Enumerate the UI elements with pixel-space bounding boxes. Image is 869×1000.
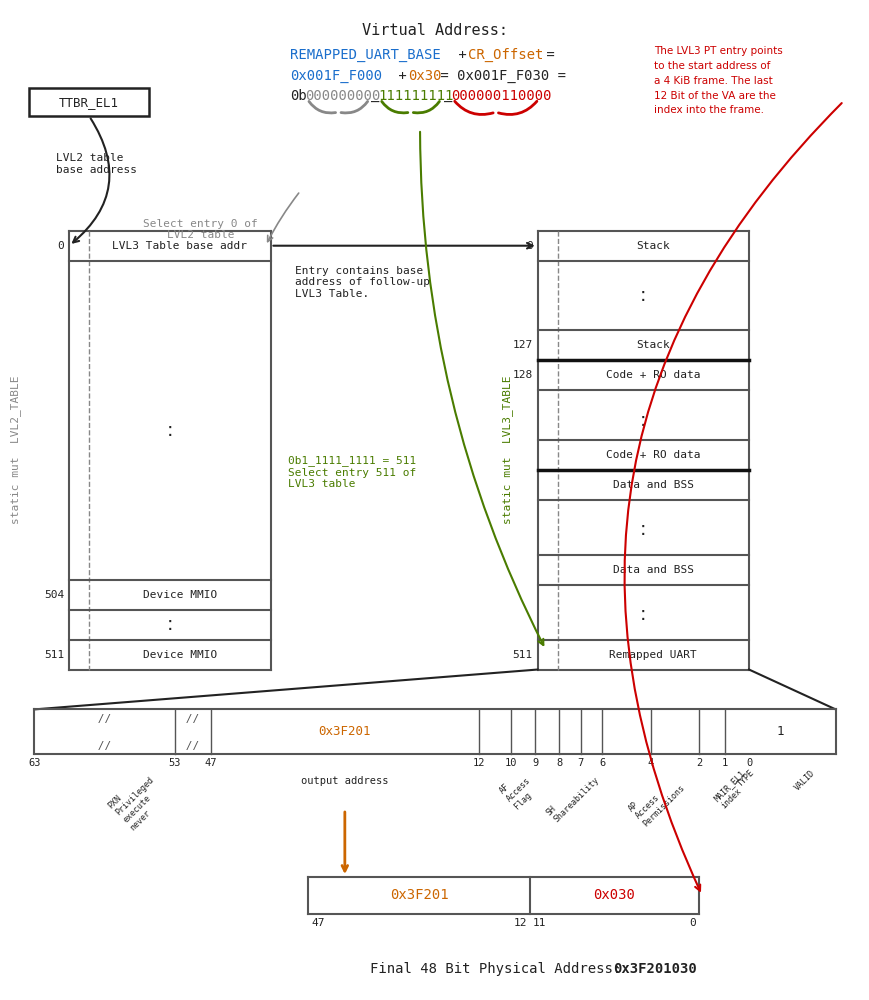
Text: static mut  LVL2_TABLE: static mut LVL2_TABLE (10, 376, 21, 524)
Text: 0x3F201: 0x3F201 (389, 888, 448, 902)
Text: 127: 127 (512, 340, 532, 350)
Text: SH
Shareability: SH Shareability (544, 768, 600, 824)
Text: 4: 4 (647, 758, 653, 768)
Text: Remapped UART: Remapped UART (608, 650, 696, 660)
Text: //: // (90, 741, 118, 751)
Text: Select entry 0 of
LVL2 table: Select entry 0 of LVL2 table (143, 219, 258, 240)
Text: 53: 53 (168, 758, 181, 768)
Text: The LVL3 PT entry points
to the start address of
a 4 KiB frame. The last
12 Bit : The LVL3 PT entry points to the start ad… (653, 46, 782, 115)
Text: 511: 511 (512, 650, 532, 660)
Text: 47: 47 (204, 758, 216, 768)
Text: Stack: Stack (636, 241, 669, 251)
Text: 0: 0 (688, 918, 695, 928)
Text: _: _ (443, 89, 452, 103)
Text: 0x030: 0x030 (593, 888, 634, 902)
Text: static mut  LVL3_TABLE: static mut LVL3_TABLE (501, 376, 513, 524)
Text: Stack: Stack (636, 340, 669, 350)
Text: AP
Access
Permissions: AP Access Permissions (626, 768, 686, 828)
Text: :: : (640, 411, 646, 430)
Text: Data and BSS: Data and BSS (612, 565, 693, 575)
Text: 0: 0 (526, 241, 532, 251)
Text: Final 48 Bit Physical Address:: Final 48 Bit Physical Address: (370, 962, 638, 976)
Text: 504: 504 (44, 590, 64, 600)
Text: 6: 6 (599, 758, 605, 768)
Text: //: // (179, 714, 206, 724)
Text: 47: 47 (311, 918, 324, 928)
Text: REMAPPED_UART_BASE: REMAPPED_UART_BASE (290, 48, 441, 62)
Text: 000000110000: 000000110000 (450, 89, 551, 103)
Text: 000000000: 000000000 (305, 89, 381, 103)
Text: 0: 0 (57, 241, 64, 251)
Text: =: = (537, 48, 554, 62)
Text: output address: output address (301, 776, 388, 786)
Text: :: : (640, 605, 646, 624)
Text: Virtual Address:: Virtual Address: (362, 23, 507, 38)
Text: LVL2 table
base address: LVL2 table base address (56, 153, 137, 175)
Text: TYPE: TYPE (735, 768, 756, 789)
Text: = 0x001F_F030 =: = 0x001F_F030 = (432, 69, 566, 83)
Text: Data and BSS: Data and BSS (612, 480, 693, 490)
Text: Entry contains base
address of follow-up
LVL3 Table.: Entry contains base address of follow-up… (295, 266, 430, 299)
Text: 12: 12 (513, 918, 526, 928)
Text: //: // (179, 741, 206, 751)
Text: 0: 0 (746, 758, 753, 768)
Text: _: _ (371, 89, 379, 103)
Text: Code + RO data: Code + RO data (606, 450, 700, 460)
Text: 2: 2 (695, 758, 702, 768)
Text: Device MMIO: Device MMIO (143, 590, 216, 600)
Text: 0x3F201030: 0x3F201030 (613, 962, 696, 976)
Text: 11: 11 (532, 918, 546, 928)
Text: VALID: VALID (793, 768, 816, 792)
Text: 63: 63 (28, 758, 41, 768)
Text: +: + (389, 69, 415, 83)
Text: CR_Offset: CR_Offset (468, 48, 542, 62)
Text: 7: 7 (577, 758, 583, 768)
Text: MAIR_EL1
index: MAIR_EL1 index (712, 768, 753, 810)
Text: 0x001F_F000: 0x001F_F000 (290, 69, 382, 83)
FancyBboxPatch shape (30, 88, 149, 116)
Text: :: : (640, 286, 646, 305)
Text: 0b: 0b (290, 89, 307, 103)
Text: LVL3 Table base addr: LVL3 Table base addr (112, 241, 247, 251)
Text: :: : (640, 520, 646, 539)
Text: 1: 1 (776, 725, 783, 738)
Text: 8: 8 (555, 758, 561, 768)
Text: Device MMIO: Device MMIO (143, 650, 216, 660)
Text: 511: 511 (44, 650, 64, 660)
Text: //: // (90, 714, 118, 724)
Text: 0x3F201: 0x3F201 (318, 725, 371, 738)
Text: :: : (166, 421, 173, 440)
Text: AF
Access
Flag: AF Access Flag (497, 768, 539, 811)
Text: :: : (166, 615, 173, 634)
Text: 128: 128 (512, 370, 532, 380)
Text: 111111111: 111111111 (378, 89, 453, 103)
Text: 12: 12 (472, 758, 485, 768)
Text: 1: 1 (721, 758, 727, 768)
Text: 10: 10 (504, 758, 517, 768)
Text: +: + (449, 48, 474, 62)
Text: 0x30: 0x30 (408, 69, 441, 83)
Text: TTBR_EL1: TTBR_EL1 (59, 96, 119, 109)
Text: 0b1_1111_1111 = 511
Select entry 511 of
LVL3 table: 0b1_1111_1111 = 511 Select entry 511 of … (289, 455, 416, 489)
Text: PXN
Privileged
execute
never: PXN Privileged execute never (106, 768, 170, 832)
Text: 9: 9 (532, 758, 538, 768)
Text: Code + RO data: Code + RO data (606, 370, 700, 380)
